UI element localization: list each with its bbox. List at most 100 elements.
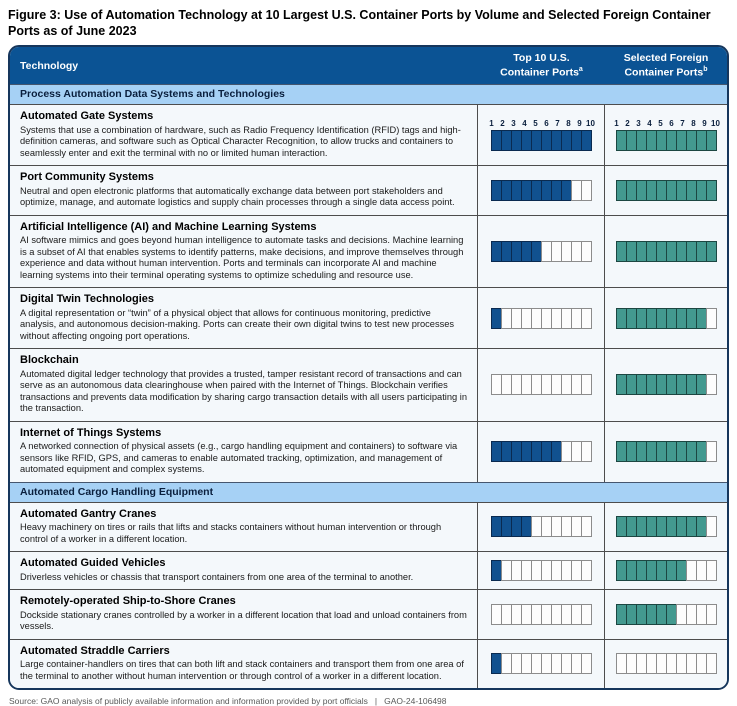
port-scale-number: 2 (500, 119, 505, 128)
technology-cell: Automated Straddle Carriers Large contain… (10, 639, 478, 688)
port-box-empty (580, 653, 592, 675)
technology-cell: Automated Gate Systems Systems that use a… (10, 105, 478, 165)
technology-name: Blockchain (20, 354, 79, 366)
source-line: Source: GAO analysis of publicly availab… (9, 696, 730, 706)
us-ports-strip (490, 653, 592, 675)
foreign-ports-cell: 1 2 3 4 5 6 7 8 9 10 (605, 105, 727, 165)
us-ports-cell (478, 166, 605, 215)
port-scale-number: 7 (555, 119, 560, 128)
us-ports-cell (478, 288, 605, 348)
us-ports-cell (478, 639, 605, 688)
technology-name: Remotely-operated Ship-to-Shore Cranes (20, 595, 236, 607)
port-scale-number: 4 (522, 119, 527, 128)
foreign-ports-cell (605, 216, 727, 288)
us-ports-cell (478, 349, 605, 421)
foreign-ports-strip (615, 240, 717, 262)
port-box-empty (580, 307, 592, 329)
foreign-ports-strip (615, 516, 717, 538)
port-box-empty (705, 516, 717, 538)
technology-cell: Port Community Systems Neutral and open e… (10, 166, 478, 215)
us-ports-strip (490, 374, 592, 396)
table-row: Blockchain Automated digital ledger techn… (10, 348, 727, 421)
port-scale-number: 5 (533, 119, 538, 128)
port-box-filled (705, 179, 717, 201)
port-box-empty (705, 653, 717, 675)
foreign-ports-label-line2: Container Ports (624, 66, 704, 79)
port-scale-number: 6 (544, 119, 549, 128)
foreign-ports-cell (605, 422, 727, 482)
technology-description: Driverless vehicles or chassis that tran… (20, 571, 414, 582)
section-header: Process Automation Data Systems and Tech… (10, 84, 727, 104)
us-ports-cell (478, 552, 605, 589)
foreign-ports-strip (615, 307, 717, 329)
port-box-filled (705, 130, 717, 151)
foreign-ports-strip (615, 374, 717, 396)
foreign-ports-cell (605, 640, 727, 689)
foreign-ports-cell (605, 166, 727, 215)
port-scale-number: 10 (711, 119, 720, 128)
port-scale-number: 1 (489, 119, 494, 128)
us-ports-cell (478, 502, 605, 551)
technology-description: Automated digital ledger technology that… (20, 368, 468, 414)
foreign-ports-cell (605, 552, 727, 589)
table-row: Artificial Intelligence (AI) and Machine… (10, 214, 727, 288)
port-box-filled (705, 240, 717, 262)
port-scale-number: 6 (669, 119, 674, 128)
us-ports-strip (490, 240, 592, 262)
port-scale-number: 9 (577, 119, 582, 128)
port-box-filled (580, 130, 592, 151)
figure-title: Figure 3: Use of Automation Technology a… (8, 8, 711, 38)
foreign-ports-strip (615, 179, 717, 201)
table-row: Automated Straddle Carriers Large contain… (10, 638, 727, 689)
us-ports-cell (478, 590, 605, 639)
foreign-ports-cell (605, 590, 727, 639)
port-scale-number: 3 (636, 119, 641, 128)
us-ports-strip (490, 560, 592, 581)
technology-cell: Blockchain Automated digital ledger techn… (10, 349, 478, 421)
section-header: Automated Cargo Handling Equipment (10, 481, 727, 502)
table-row: Remotely-operated Ship-to-Shore Cranes Do… (10, 589, 727, 639)
port-scale-numbers: 1 2 3 4 5 6 7 8 9 10 (486, 119, 596, 129)
column-header-us-ports: Top 10 U.S. Container Portsa (478, 52, 605, 79)
port-box-empty (705, 441, 717, 462)
technology-name: Port Community Systems (20, 171, 154, 183)
technology-cell: Internet of Things Systems A networked co… (10, 421, 478, 482)
us-ports-strip (490, 130, 592, 151)
report-id: GAO-24-106498 (384, 696, 447, 706)
technology-description: Dockside stationary cranes controlled by… (20, 609, 467, 632)
table-row: Port Community Systems Neutral and open e… (10, 165, 727, 215)
technology-name: Automated Guided Vehicles (20, 557, 166, 569)
port-scale-number: 8 (566, 119, 571, 128)
port-box-empty (705, 603, 717, 625)
us-ports-strip (490, 603, 592, 625)
us-ports-label-line1: Top 10 U.S. (513, 52, 570, 65)
technology-name: Automated Straddle Carriers (20, 644, 170, 657)
port-scale-number: 1 (614, 119, 619, 128)
foreign-ports-cell (605, 503, 727, 552)
table-row: Automated Guided Vehicles Driverless vehi… (10, 551, 727, 589)
technology-description: Systems that use a combination of hardwa… (20, 124, 461, 158)
technology-name: Automated Gate Systems (20, 110, 154, 122)
foreign-ports-strip (615, 130, 717, 151)
column-header-foreign-ports: Selected Foreign Container Portsb (605, 52, 727, 79)
foreign-ports-cell (605, 288, 727, 348)
source-text: Source: GAO analysis of publicly availab… (9, 696, 368, 706)
technology-cell: Remotely-operated Ship-to-Shore Cranes Do… (10, 590, 478, 639)
port-scale-number: 3 (511, 119, 516, 128)
foreign-ports-cell (605, 349, 727, 421)
footnote-marker-a: a (578, 66, 583, 74)
source-divider: | (374, 696, 378, 706)
port-scale-number: 9 (702, 119, 707, 128)
technology-name: Automated Gantry Cranes (20, 507, 157, 520)
technology-description: A digital representation or “twin” of a … (20, 307, 455, 341)
port-box-empty (705, 560, 717, 581)
technology-cell: Artificial Intelligence (AI) and Machine… (10, 215, 478, 287)
automation-table: Technology Top 10 U.S. Container Portsa … (8, 45, 729, 690)
us-ports-strip (490, 179, 592, 201)
foreign-ports-strip (615, 441, 717, 462)
technology-description: Heavy machinery on tires or rails that l… (20, 522, 442, 544)
footnote-marker-b: b (703, 66, 708, 74)
port-box-empty (580, 560, 592, 581)
us-ports-cell (478, 215, 605, 287)
